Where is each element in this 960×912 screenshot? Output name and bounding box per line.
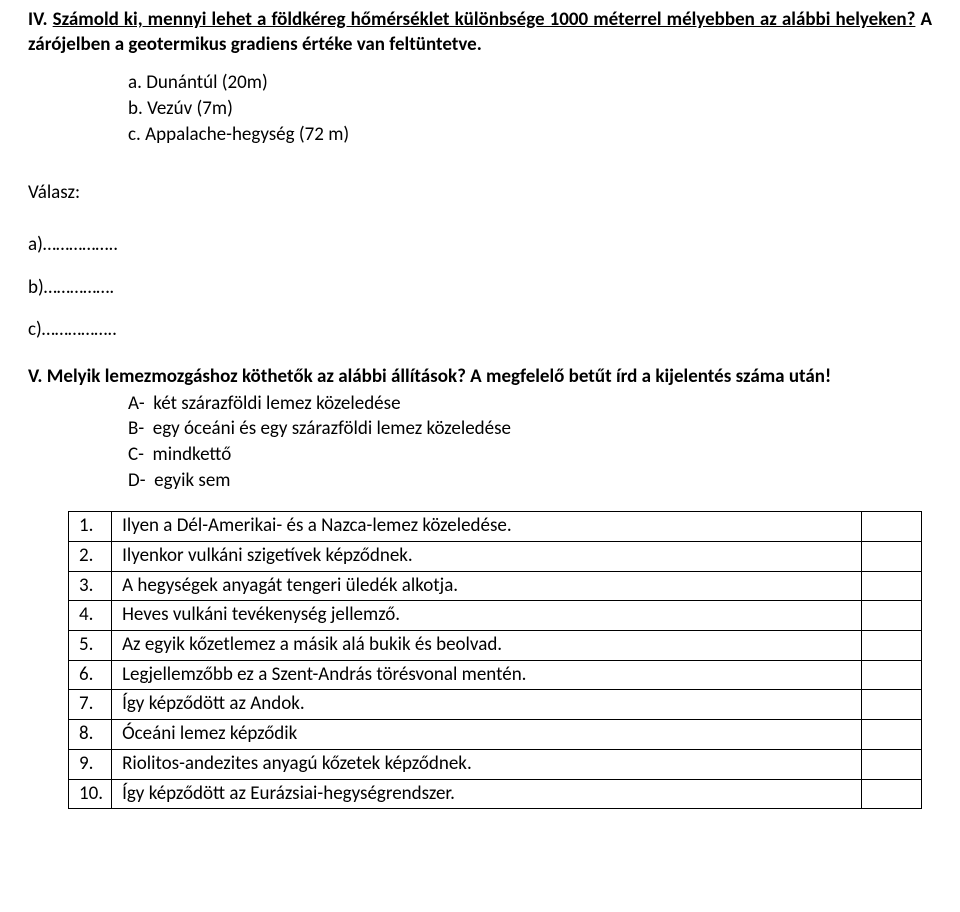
table-row: 1.Ilyen a Dél-Amerikai- és a Nazca-lemez…: [69, 512, 922, 542]
row-answer-cell: [862, 720, 922, 750]
table-row: 4.Heves vulkáni tevékenység jellemző.: [69, 601, 922, 631]
option-letter: B-: [128, 417, 144, 440]
row-text: Heves vulkáni tevékenység jellemző.: [112, 601, 862, 631]
table-row: 9.Riolitos-andezites anyagú kőzetek képz…: [69, 749, 922, 779]
location-item-a: a. Dunántúl (20m): [128, 71, 932, 96]
table-row: 5.Az egyik kőzetlemez a másik alá bukik …: [69, 631, 922, 661]
row-number: 9.: [69, 749, 112, 779]
option-c: C- mindkettő: [128, 443, 932, 468]
row-text: Óceáni lemez képződik: [112, 720, 862, 750]
row-answer-cell: [862, 571, 922, 601]
table-row: 10.Így képződött az Eurázsiai-hegységren…: [69, 779, 922, 809]
option-letter: D-: [128, 469, 146, 492]
option-d: D- egyik sem: [128, 469, 932, 494]
location-letter: b.: [128, 97, 143, 120]
option-b: B- egy óceáni és egy szárazföldi lemez k…: [128, 417, 932, 442]
row-number: 6.: [69, 660, 112, 690]
row-number: 5.: [69, 631, 112, 661]
row-answer-cell: [862, 660, 922, 690]
location-item-b: b. Vezúv (7m): [128, 97, 932, 122]
row-text: Így képződött az Andok.: [112, 690, 862, 720]
location-text: Appalache-hegység (72 m): [145, 123, 349, 146]
row-answer-cell: [862, 690, 922, 720]
section-iv-heading: IV. Számold ki, mennyi lehet a földkéreg…: [28, 8, 932, 57]
answer-label: Válasz:: [28, 181, 932, 206]
location-item-c: c. Appalache-hegység (72 m): [128, 123, 932, 148]
row-number: 4.: [69, 601, 112, 631]
heading-prefix: IV.: [28, 8, 53, 31]
section-v-heading: V. Melyik lemezmozgáshoz köthetők az alá…: [28, 365, 932, 390]
option-text: mindkettő: [153, 443, 232, 466]
heading-main: Számold ki, mennyi lehet a földkéreg hőm…: [53, 8, 916, 31]
answer-line-c: c)……………..: [28, 318, 932, 343]
row-text: Legjellemzőbb ez a Szent-András törésvon…: [112, 660, 862, 690]
table-row: 8.Óceáni lemez képződik: [69, 720, 922, 750]
row-number: 7.: [69, 690, 112, 720]
table-row: 3.A hegységek anyagát tengeri üledék alk…: [69, 571, 922, 601]
row-answer-cell: [862, 542, 922, 572]
location-list: a. Dunántúl (20m) b. Vezúv (7m) c. Appal…: [128, 71, 932, 147]
answer-line-a: a)……………..: [28, 233, 932, 258]
row-answer-cell: [862, 631, 922, 661]
location-text: Dunántúl (20m): [146, 71, 268, 94]
location-letter: a.: [128, 71, 142, 94]
option-letter: A-: [128, 392, 145, 415]
row-number: 8.: [69, 720, 112, 750]
answer-block: Válasz: a)…………….. b)……………. c)……………..: [28, 181, 932, 342]
option-text: egy óceáni és egy szárazföldi lemez köze…: [153, 417, 511, 440]
statements-table: 1.Ilyen a Dél-Amerikai- és a Nazca-lemez…: [68, 511, 922, 809]
row-text: Az egyik kőzetlemez a másik alá bukik és…: [112, 631, 862, 661]
row-number: 1.: [69, 512, 112, 542]
row-answer-cell: [862, 512, 922, 542]
row-text: Riolitos-andezites anyagú kőzetek képződ…: [112, 749, 862, 779]
table-row: 6.Legjellemzőbb ez a Szent-András törésv…: [69, 660, 922, 690]
option-text: egyik sem: [154, 469, 230, 492]
row-answer-cell: [862, 779, 922, 809]
row-text: Így képződött az Eurázsiai-hegységrendsz…: [112, 779, 862, 809]
answer-line-b: b)…………….: [28, 276, 932, 301]
table-row: 2.Ilyenkor vulkáni szigetívek képződnek.: [69, 542, 922, 572]
row-text: Ilyenkor vulkáni szigetívek képződnek.: [112, 542, 862, 572]
option-text: két szárazföldi lemez közeledése: [153, 392, 400, 415]
location-text: Vezúv (7m): [147, 97, 233, 120]
location-letter: c.: [128, 123, 141, 146]
row-text: A hegységek anyagát tengeri üledék alkot…: [112, 571, 862, 601]
table-row: 7.Így képződött az Andok.: [69, 690, 922, 720]
statements-table-wrap: 1.Ilyen a Dél-Amerikai- és a Nazca-lemez…: [68, 511, 922, 809]
option-a: A- két szárazföldi lemez közeledése: [128, 392, 932, 417]
options-list: A- két szárazföldi lemez közeledése B- e…: [128, 392, 932, 494]
row-answer-cell: [862, 749, 922, 779]
row-number: 10.: [69, 779, 112, 809]
row-answer-cell: [862, 601, 922, 631]
row-text: Ilyen a Dél-Amerikai- és a Nazca-lemez k…: [112, 512, 862, 542]
row-number: 2.: [69, 542, 112, 572]
option-letter: C-: [128, 443, 144, 466]
row-number: 3.: [69, 571, 112, 601]
